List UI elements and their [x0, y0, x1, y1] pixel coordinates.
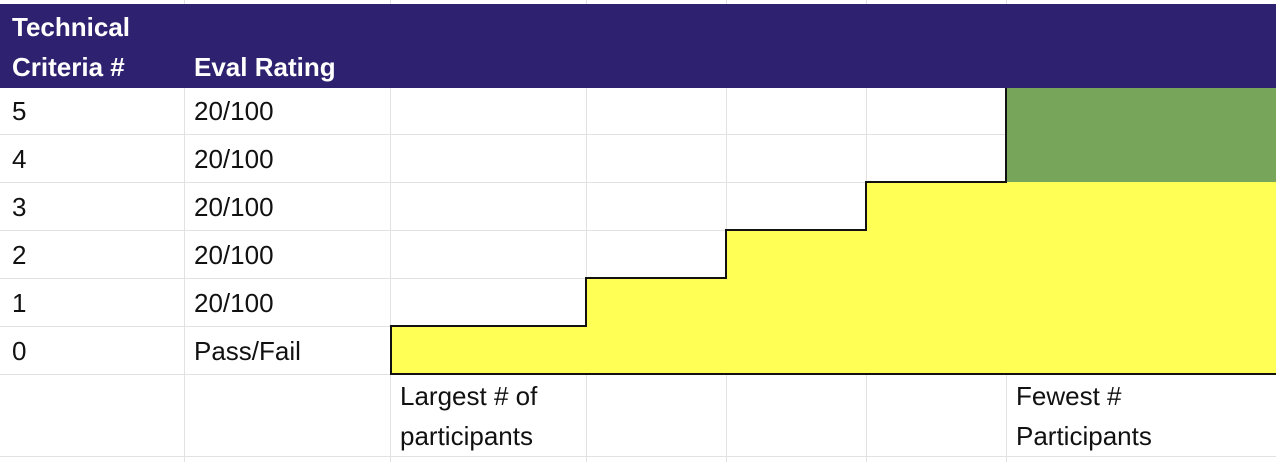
criteria-cell: 4: [12, 144, 27, 174]
grid-column-line: [390, 0, 391, 462]
header-criteria-line1: Technical: [12, 12, 131, 42]
largest-participants-line2: participants: [400, 421, 533, 451]
grid-column-line: [184, 0, 185, 462]
criteria-cell: 1: [12, 288, 27, 318]
rating-cell: 20/100: [194, 288, 274, 318]
yellow-step-fill: [726, 230, 1006, 278]
grid-row-line: [0, 456, 1276, 457]
step-border: [390, 325, 586, 327]
step-border: [865, 181, 867, 231]
fewest-participants-line1: Fewest #: [1016, 381, 1122, 411]
step-border: [585, 277, 587, 327]
green-block: [1006, 88, 1276, 182]
rating-cell: 20/100: [194, 240, 274, 270]
header-row: [0, 4, 1276, 88]
grid-column-line: [586, 0, 587, 462]
header-criteria-line2: Criteria #: [12, 52, 125, 82]
yellow-step-fill: [866, 182, 1006, 230]
rating-cell: 20/100: [194, 144, 274, 174]
step-border: [585, 277, 727, 279]
header-eval-rating: Eval Rating: [194, 52, 336, 82]
step-border: [725, 229, 727, 279]
rating-cell: 20/100: [194, 96, 274, 126]
step-border: [1005, 88, 1007, 182]
step-border: [725, 229, 867, 231]
yellow-step-fill: [1006, 182, 1276, 374]
largest-participants-line1: Largest # of: [400, 381, 538, 411]
criteria-cell: 5: [12, 96, 27, 126]
step-border: [390, 373, 1276, 375]
criteria-cell: 2: [12, 240, 27, 270]
grid-row-line: [0, 182, 1276, 183]
yellow-step-fill: [390, 326, 1006, 374]
fewest-participants-line2: Participants: [1016, 421, 1152, 451]
grid-row-line: [0, 230, 1276, 231]
step-border: [865, 181, 1007, 183]
rating-cell: 20/100: [194, 192, 274, 222]
rating-cell: Pass/Fail: [194, 336, 301, 366]
criteria-cell: 3: [12, 192, 27, 222]
yellow-step-fill: [586, 278, 1006, 326]
criteria-cell: 0: [12, 336, 27, 366]
grid-row-line: [0, 134, 1276, 135]
step-border: [390, 325, 392, 375]
